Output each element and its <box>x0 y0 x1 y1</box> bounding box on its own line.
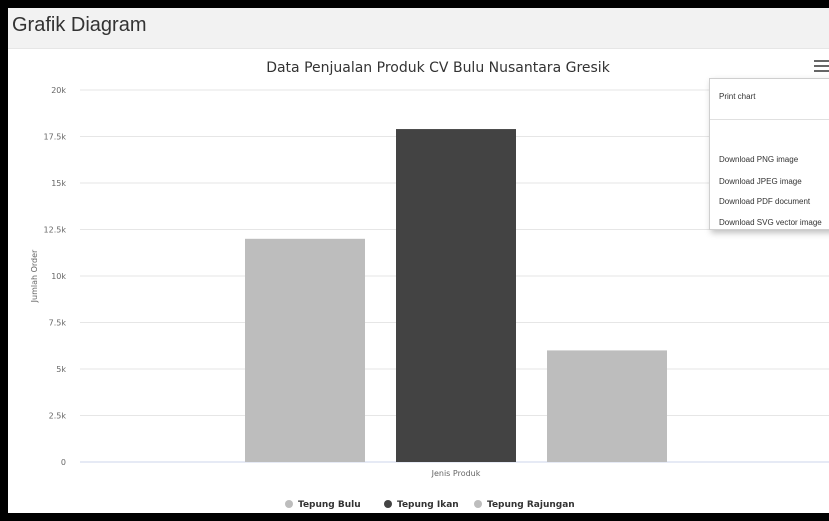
panel-title: Grafik Diagram <box>12 14 147 36</box>
x-axis-title: Jenis Produk <box>431 469 481 478</box>
y-tick-label: 2.5k <box>49 412 67 421</box>
bar-tepung-bulu[interactable] <box>245 238 365 462</box>
menu-item-download-svg[interactable]: Download SVG vector image <box>719 218 822 227</box>
legend-marker <box>474 500 482 508</box>
legend-item[interactable]: Tepung Bulu <box>298 500 361 510</box>
legend-marker <box>285 500 293 508</box>
legend-item[interactable]: Tepung Ikan <box>397 500 459 510</box>
legend-marker <box>384 500 392 508</box>
menu-separator <box>710 119 829 120</box>
chart-title: Data Penjualan Produk CV Bulu Nusantara … <box>266 60 611 76</box>
y-tick-label: 20k <box>51 86 66 95</box>
legend-item[interactable]: Tepung Rajungan <box>487 500 575 510</box>
menu-item-download-jpeg[interactable]: Download JPEG image <box>719 177 802 186</box>
y-axis-title: Jumlah Order <box>30 249 39 303</box>
menu-icon[interactable] <box>814 60 829 74</box>
bar-tepung-ikan[interactable] <box>396 129 516 462</box>
y-tick-label: 7.5k <box>49 319 67 328</box>
menu-item-download-pdf[interactable]: Download PDF document <box>719 197 811 206</box>
y-tick-label: 17.5k <box>44 133 67 142</box>
y-tick-label: 10k <box>51 272 66 281</box>
chart-panel: Grafik Diagram Data Penjualan Produk CV … <box>8 8 829 513</box>
menu-item-download-png[interactable]: Download PNG image <box>719 155 799 164</box>
panel-header: Grafik Diagram <box>8 8 829 49</box>
bar-chart: Data Penjualan Produk CV Bulu Nusantara … <box>30 60 829 510</box>
y-tick-label: 15k <box>51 179 66 188</box>
menu-item-print-chart[interactable]: Print chart <box>719 92 756 101</box>
bar-tepung-rajungan[interactable] <box>547 350 667 462</box>
y-tick-label: 0 <box>61 458 66 467</box>
y-tick-label: 5k <box>56 365 66 374</box>
y-tick-label: 12.5k <box>44 226 67 235</box>
export-menu: Print chart Download PNG image Download … <box>709 78 829 230</box>
